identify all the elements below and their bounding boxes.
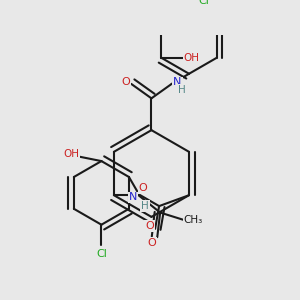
Text: H: H [178, 85, 186, 95]
Text: H: H [141, 201, 149, 211]
Text: O: O [147, 238, 156, 248]
Text: CH₃: CH₃ [184, 215, 203, 225]
Text: Cl: Cl [198, 0, 209, 7]
Text: O: O [138, 183, 147, 193]
Text: O: O [121, 77, 130, 87]
Text: Cl: Cl [96, 249, 107, 259]
Text: N: N [129, 192, 137, 203]
Text: OH: OH [63, 149, 79, 159]
Text: O: O [145, 221, 154, 231]
Text: N: N [173, 77, 182, 87]
Text: OH: OH [184, 53, 200, 63]
